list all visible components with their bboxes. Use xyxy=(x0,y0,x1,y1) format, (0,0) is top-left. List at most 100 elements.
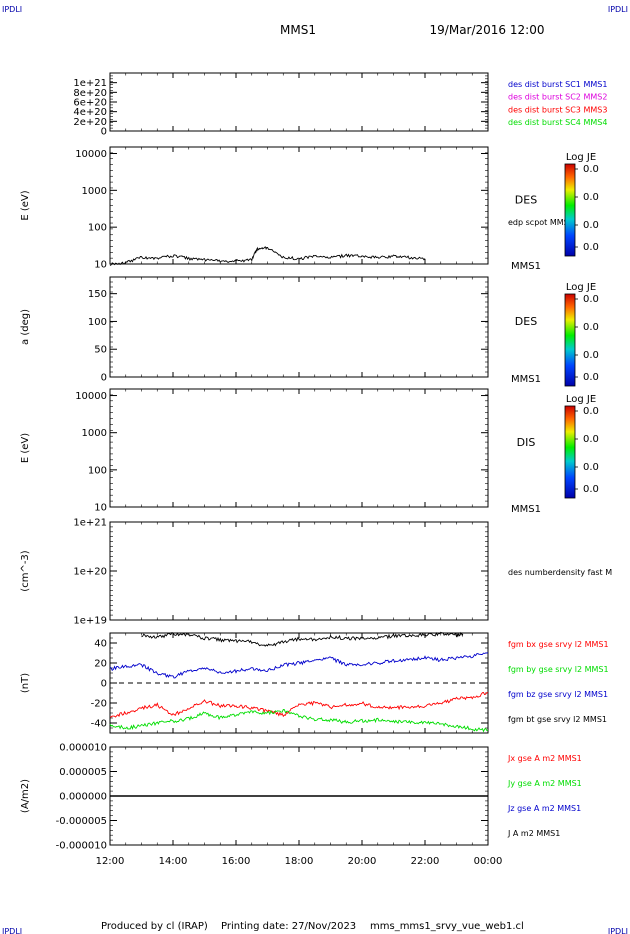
x-tick-label: 18:00 xyxy=(285,856,314,867)
colorbar-label: 0.0 xyxy=(583,322,599,333)
y-axis-label: a (deg) xyxy=(20,309,31,345)
y-tick-label: 0.000000 xyxy=(59,792,107,803)
panel-frame xyxy=(109,521,489,621)
colorbar-label: 0.0 xyxy=(583,242,599,253)
panel-frame xyxy=(109,276,489,378)
y-axis-label: E (eV) xyxy=(20,433,31,463)
colorbar-label: 0.0 xyxy=(583,164,599,175)
x-tick-label: 16:00 xyxy=(222,856,251,867)
y-tick-label: 10000 xyxy=(75,149,107,160)
panel-current-density: -0.000010 -0.000005 0.000000 0.000005 0.0000… xyxy=(20,743,582,852)
legend-entry: J A m2 MMS1 xyxy=(507,829,560,838)
panel-frame xyxy=(109,146,489,265)
y-tick-label: 1e+21 xyxy=(73,518,107,529)
x-tick-label: 22:00 xyxy=(411,856,440,867)
spacecraft-title: MMS1 xyxy=(280,23,316,37)
footer-produced-by: Produced by cl (IRAP) xyxy=(101,921,208,932)
panel-des-energy: 10 100 1000 10000 E (eV) DES edp scpot MMS1 MMS… xyxy=(20,146,599,272)
series-line-0 xyxy=(141,631,464,647)
y-tick-label: 1e+20 xyxy=(73,567,107,578)
x-tick-label: 12:00 xyxy=(96,856,125,867)
colorbar-label: 0.0 xyxy=(583,220,599,231)
y-tick-label: 6e+20 xyxy=(73,98,107,109)
x-tick-label: 20:00 xyxy=(348,856,377,867)
legend-entry: Jz gse A m2 MMS1 xyxy=(507,804,581,813)
panel-frame xyxy=(109,72,489,132)
y-tick-label: 1e+19 xyxy=(73,616,107,627)
colorbar xyxy=(564,405,576,499)
datetime-title: 19/Mar/2016 12:00 xyxy=(430,23,545,37)
series-line-1 xyxy=(109,652,489,679)
y-tick-label: 10000 xyxy=(75,391,107,402)
legend-entry: fgm bz gse srvy l2 MMS1 xyxy=(508,690,608,699)
y-tick-label: 10 xyxy=(94,503,107,514)
series-line-3 xyxy=(109,708,489,733)
colorbar-title: Log JE xyxy=(566,152,596,163)
corner-label-top-right: IPDLI xyxy=(608,5,628,14)
y-axis-label: (cm^-3) xyxy=(20,550,31,591)
legend-entry: des dist burst SC3 MMS3 xyxy=(508,105,607,114)
y-tick-label: -40 xyxy=(91,719,107,730)
spacecraft-label: MMS1 xyxy=(511,374,541,385)
y-tick-label: 0 xyxy=(101,373,107,384)
colorbar-label: 0.0 xyxy=(583,406,599,417)
y-tick-label: 10 xyxy=(94,260,107,271)
x-tick-label: 14:00 xyxy=(159,856,188,867)
colorbar-label: 0.0 xyxy=(583,192,599,203)
panel-des-numberdensity: 1e+19 1e+20 1e+21 (cm^-3) des numberdensity … xyxy=(20,518,612,627)
corner-label-top-left: IPDLI xyxy=(2,5,22,14)
y-tick-label: 2e+20 xyxy=(73,117,107,128)
legend-entry: des numberdensity fast M xyxy=(508,568,612,577)
series-line-0 xyxy=(109,246,426,266)
legend-entry: fgm bt gse srvy l2 MMS1 xyxy=(508,715,607,724)
corner-label-bottom-left: IPDLI xyxy=(2,927,22,934)
y-tick-label: 1e+21 xyxy=(73,78,107,89)
y-axis-label: (A/m2) xyxy=(20,779,31,813)
spacecraft-label: MMS1 xyxy=(511,504,541,515)
footer-printing-date: Printing date: 27/Nov/2023 xyxy=(221,921,356,932)
colorbar-label: 0.0 xyxy=(583,462,599,473)
y-tick-label: 0.000010 xyxy=(59,743,107,754)
panel-frame xyxy=(109,388,489,508)
legend-entry: fgm by gse srvy l2 MMS1 xyxy=(508,665,609,674)
corner-label-bottom-right: IPDLI xyxy=(608,927,628,934)
y-tick-label: 0.000005 xyxy=(59,767,107,778)
x-tick-label: 00:00 xyxy=(474,856,503,867)
colorbar-label: 0.0 xyxy=(583,484,599,495)
y-tick-label: 1000 xyxy=(82,428,107,439)
y-tick-label: 100 xyxy=(88,465,107,476)
legend-entry: des dist burst SC2 MMS2 xyxy=(508,93,607,102)
y-tick-label: 1000 xyxy=(82,186,107,197)
y-tick-label: 100 xyxy=(88,223,107,234)
y-tick-label: 20 xyxy=(94,659,107,670)
legend-entry: des dist burst SC1 MMS1 xyxy=(508,80,607,89)
y-tick-label: 150 xyxy=(88,289,107,300)
y-tick-label: -20 xyxy=(91,699,107,710)
colorbar-label: 0.0 xyxy=(583,294,599,305)
y-tick-label: -0.000005 xyxy=(56,816,107,827)
y-tick-label: 0 xyxy=(101,127,107,138)
colorbar xyxy=(564,293,576,387)
legend-entry: Jy gse A m2 MMS1 xyxy=(507,779,582,788)
panel-fgm: -40 -20 0 20 40 (nT) fgm bx gse srvy l2 MMS1 fg… xyxy=(20,631,609,734)
y-tick-label: 4e+20 xyxy=(73,107,107,118)
series-line-2 xyxy=(110,691,489,718)
legend-entry: des dist burst SC4 MMS4 xyxy=(508,118,607,127)
colorbar xyxy=(564,163,576,257)
instrument-label: DES xyxy=(515,194,537,207)
y-tick-label: -0.000010 xyxy=(56,841,107,852)
y-tick-label: 0 xyxy=(101,679,107,690)
colorbar-title: Log JE xyxy=(566,394,596,405)
footer-filename: mms_mms1_srvy_vue_web1.cl xyxy=(370,921,524,932)
instrument-label: DIS xyxy=(517,436,536,449)
y-axis-label: E (eV) xyxy=(20,190,31,220)
colorbar-label: 0.0 xyxy=(583,372,599,383)
colorbar-label: 0.0 xyxy=(583,434,599,445)
y-axis-label: (nT) xyxy=(20,673,31,693)
spacecraft-label: MMS1 xyxy=(511,261,541,272)
legend-entry: fgm bx gse srvy l2 MMS1 xyxy=(508,640,609,649)
